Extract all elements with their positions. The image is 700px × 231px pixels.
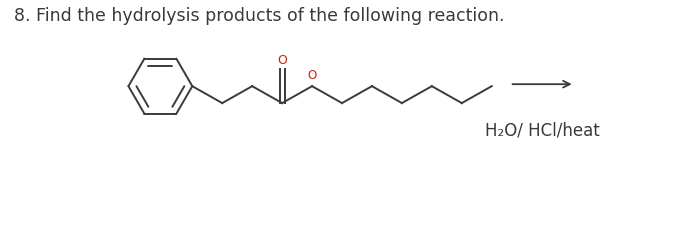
Text: H₂O/ HCl/heat: H₂O/ HCl/heat	[484, 122, 599, 140]
Text: 8. Find the hydrolysis products of the following reaction.: 8. Find the hydrolysis products of the f…	[14, 7, 505, 25]
Text: O: O	[307, 69, 316, 82]
Text: O: O	[277, 54, 287, 67]
